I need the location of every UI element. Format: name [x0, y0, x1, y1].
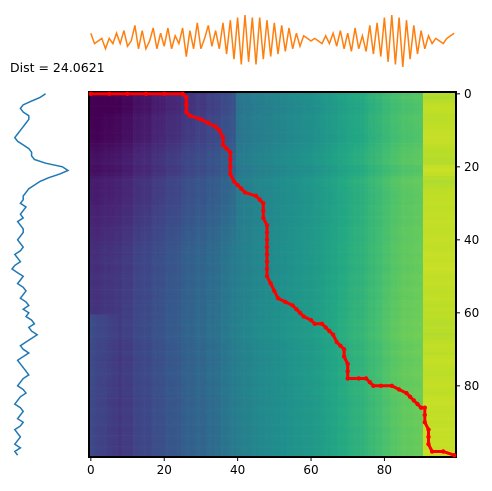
warp-path-point [367, 380, 372, 385]
warp-path-point [341, 347, 347, 352]
warp-path-point [323, 325, 328, 330]
warp-path-point [228, 157, 233, 162]
warp-path-point [213, 124, 218, 129]
warp-path-point [294, 307, 299, 312]
warp-path-point [297, 310, 303, 315]
y-tick-label: 20 [464, 160, 479, 174]
distance-annotation: Dist = 24.0621 [10, 60, 105, 75]
warp-path-point [162, 91, 167, 97]
warp-path-point [422, 412, 427, 418]
warp-path-point [180, 91, 185, 97]
warp-path-point [257, 197, 262, 202]
warp-path-point [422, 405, 427, 410]
left-signal-line [10, 93, 70, 456]
warp-path-point [407, 394, 413, 399]
warp-path-point [228, 171, 233, 177]
warp-path-point [334, 339, 339, 345]
warp-path-point [268, 281, 273, 286]
y-tick-label: 40 [464, 233, 479, 247]
y-tick-label: 80 [464, 379, 479, 393]
warp-path-point [198, 117, 204, 122]
warp-path-point [228, 150, 233, 155]
warp-path-point [264, 230, 270, 235]
warp-path-point [184, 102, 189, 108]
warp-path-point [422, 420, 427, 425]
warp-path-point [290, 303, 295, 308]
warp-path-point [338, 343, 343, 348]
warp-path-point [371, 383, 376, 388]
warp-path-point [264, 266, 270, 272]
warp-path-point [206, 120, 211, 126]
warp-path-point [345, 369, 350, 374]
warp-path-point [261, 215, 266, 221]
warp-path-point [220, 135, 226, 140]
warp-path-point [452, 453, 457, 458]
warp-path-point [426, 434, 431, 440]
warp-path-point [378, 383, 383, 388]
x-tick-label: 40 [230, 463, 245, 477]
warp-path-point [217, 128, 222, 133]
warp-path-point [345, 361, 350, 367]
warp-path-point [187, 113, 193, 118]
warp-path-point [253, 193, 259, 199]
warp-path-point [264, 223, 270, 228]
y-tick-label: 0 [464, 87, 472, 101]
warp-path-point [426, 427, 431, 432]
warp-path-point [275, 296, 281, 301]
x-tick-label: 60 [303, 463, 318, 477]
warp-path-point [264, 252, 270, 257]
warp-path-point [143, 91, 149, 97]
top-signal-line [90, 14, 455, 68]
heatmap-frame [88, 91, 457, 458]
warp-path-point [327, 328, 332, 334]
warp-path-point [283, 299, 288, 305]
warp-path-point [418, 405, 424, 410]
warp-path-point [242, 190, 248, 195]
x-tick-label: 20 [157, 463, 172, 477]
warp-path-point [235, 182, 240, 188]
x-tick-label: 80 [377, 463, 392, 477]
warp-path-point [312, 321, 317, 326]
warp-path-point [426, 442, 431, 447]
warp-path-point [415, 401, 420, 407]
warp-path-point [264, 244, 270, 250]
warp-path-point [441, 449, 446, 454]
warp-path-point [220, 142, 226, 148]
warp-path-point [363, 376, 369, 381]
warp-path-point [264, 259, 270, 264]
warp-path-point [429, 449, 435, 454]
x-tick-label: 0 [87, 463, 95, 477]
warp-path-point [184, 95, 189, 100]
warp-path-point [272, 288, 277, 294]
warp-path-point [261, 208, 266, 213]
warp-path-point [88, 91, 94, 97]
warp-path-point [345, 376, 350, 381]
warp-path-point [261, 201, 266, 206]
warp-path-point [264, 237, 270, 242]
warp-path-point [301, 314, 306, 319]
warp-path-point [411, 398, 416, 403]
warp-path-point [224, 146, 229, 151]
warp-path-point [330, 332, 336, 337]
warp-path-point [107, 91, 112, 97]
warp-path-point [396, 387, 402, 392]
warp-path-point [264, 274, 270, 279]
warp-path-point [228, 164, 233, 169]
warp-path-point [356, 376, 361, 381]
warp-path-point [125, 91, 130, 97]
warp-path-point [231, 179, 237, 184]
y-tick-label: 60 [464, 306, 479, 320]
heatmap-cells [89, 92, 457, 458]
warp-path-point [184, 109, 189, 115]
warp-path-point [404, 390, 409, 396]
warp-path-point [389, 383, 394, 388]
warp-path-point [341, 354, 347, 359]
warp-path-point [319, 321, 325, 326]
warp-path-point [239, 186, 244, 191]
warp-path-point [308, 317, 314, 323]
